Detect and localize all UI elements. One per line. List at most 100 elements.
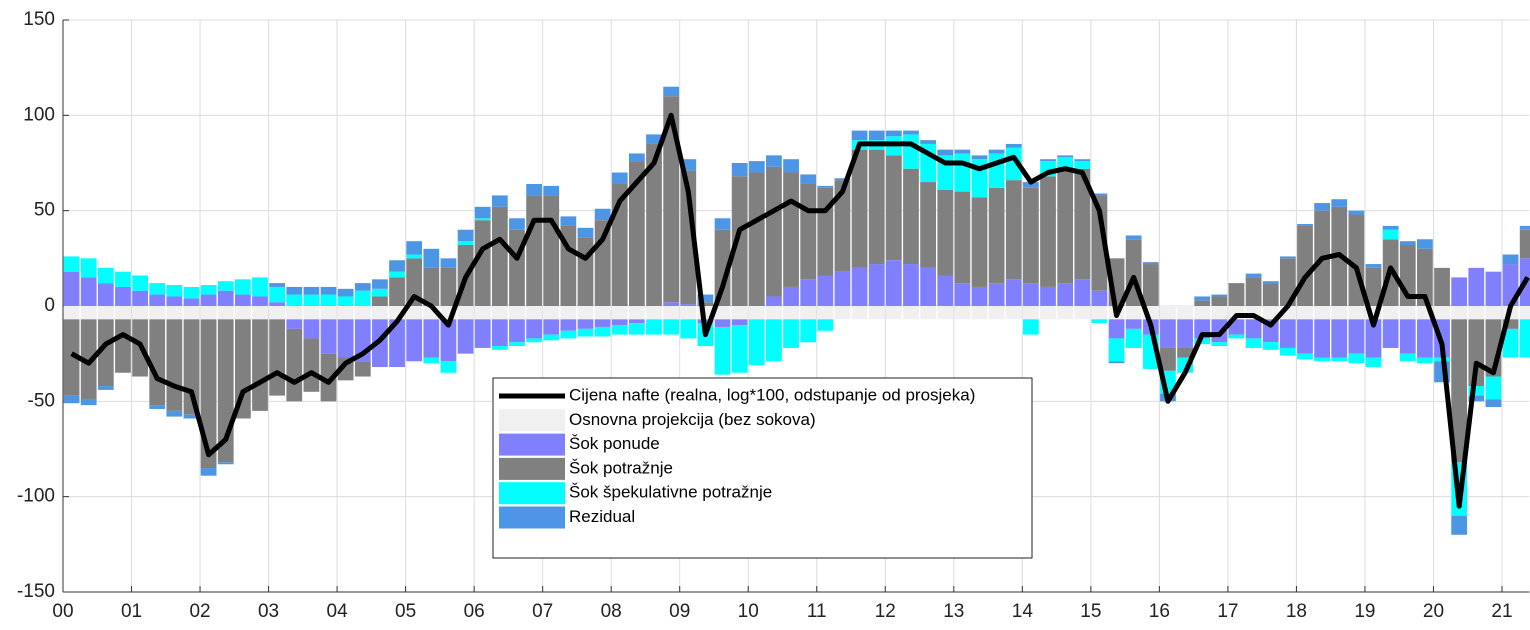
bar bbox=[663, 306, 680, 320]
bar bbox=[1091, 319, 1108, 324]
bar bbox=[80, 258, 97, 278]
bar bbox=[234, 279, 251, 295]
bar bbox=[63, 319, 80, 396]
bar bbox=[1228, 283, 1245, 306]
bar bbox=[954, 306, 971, 320]
bar bbox=[1451, 277, 1468, 306]
bar bbox=[1194, 338, 1211, 345]
legend-swatch bbox=[499, 506, 565, 529]
bar bbox=[234, 306, 251, 320]
bar bbox=[800, 183, 817, 280]
bar bbox=[971, 155, 988, 160]
x-tick-label: 19 bbox=[1354, 601, 1375, 622]
bar bbox=[354, 283, 371, 291]
bar bbox=[1314, 203, 1330, 211]
bar bbox=[1468, 319, 1485, 387]
bar bbox=[149, 405, 166, 409]
bar bbox=[988, 306, 1005, 320]
bar bbox=[851, 306, 868, 320]
bar bbox=[1108, 319, 1125, 339]
legend: Cijena nafte (realna, log*100, odstupanj… bbox=[492, 377, 1033, 559]
bar bbox=[1040, 159, 1056, 162]
x-tick-label: 21 bbox=[1491, 601, 1512, 622]
bar bbox=[868, 130, 885, 141]
bar bbox=[1451, 515, 1468, 535]
bar bbox=[1057, 157, 1074, 169]
bar bbox=[166, 285, 183, 297]
bar bbox=[1142, 262, 1159, 265]
bar bbox=[1502, 328, 1519, 358]
bar bbox=[748, 306, 765, 320]
bar bbox=[560, 216, 577, 226]
bar bbox=[834, 306, 851, 320]
bar bbox=[1468, 386, 1485, 396]
bar bbox=[1177, 347, 1193, 358]
bar bbox=[1211, 306, 1228, 320]
bar bbox=[1108, 338, 1125, 362]
bar bbox=[800, 174, 817, 184]
bar bbox=[1211, 294, 1228, 297]
bar bbox=[783, 159, 799, 173]
bar bbox=[868, 264, 885, 306]
bar bbox=[1262, 281, 1279, 284]
bar bbox=[560, 319, 577, 331]
bar bbox=[937, 149, 954, 156]
bar bbox=[1331, 199, 1348, 207]
bar bbox=[543, 334, 560, 341]
bar bbox=[1485, 376, 1502, 400]
bar bbox=[834, 271, 851, 306]
bar bbox=[937, 275, 954, 306]
bar bbox=[166, 296, 183, 306]
bar bbox=[663, 302, 680, 306]
bar bbox=[1057, 155, 1074, 158]
bar bbox=[851, 130, 868, 141]
bar bbox=[954, 283, 971, 306]
bar bbox=[1348, 210, 1365, 215]
legend-swatch bbox=[499, 409, 565, 432]
bar bbox=[320, 306, 337, 320]
bar bbox=[286, 328, 303, 402]
bar bbox=[629, 319, 645, 324]
bar bbox=[1502, 319, 1519, 329]
bar bbox=[1502, 254, 1519, 265]
legend-label: Rezidual bbox=[569, 507, 635, 526]
bar bbox=[1057, 283, 1074, 306]
bar bbox=[577, 227, 594, 238]
bar bbox=[1297, 319, 1313, 354]
bar bbox=[252, 319, 268, 411]
bar bbox=[440, 267, 457, 306]
bar bbox=[183, 286, 200, 299]
bar bbox=[509, 319, 525, 343]
bar bbox=[1314, 319, 1330, 358]
bar bbox=[1331, 357, 1348, 362]
bar bbox=[200, 468, 217, 476]
x-tick-label: 08 bbox=[601, 601, 622, 622]
bar bbox=[389, 319, 405, 368]
bar bbox=[731, 163, 748, 177]
bar bbox=[200, 285, 217, 295]
bar bbox=[320, 353, 337, 402]
bar bbox=[63, 306, 80, 320]
bar bbox=[577, 319, 594, 329]
bar bbox=[577, 328, 594, 337]
bar bbox=[1245, 319, 1262, 339]
bar bbox=[183, 414, 200, 419]
bar bbox=[457, 241, 474, 245]
bar bbox=[1382, 306, 1399, 320]
bar bbox=[97, 283, 114, 306]
bar bbox=[372, 279, 388, 289]
bar bbox=[1057, 168, 1074, 284]
bar bbox=[1074, 159, 1091, 162]
bar bbox=[337, 296, 354, 306]
bar bbox=[166, 306, 183, 320]
bar bbox=[817, 185, 834, 188]
bar bbox=[731, 319, 748, 326]
y-tick-label: -150 bbox=[17, 581, 55, 602]
bar bbox=[1262, 342, 1279, 350]
bar bbox=[1399, 353, 1416, 362]
bar bbox=[509, 218, 525, 230]
bar bbox=[115, 271, 131, 287]
bar bbox=[217, 290, 234, 306]
y-tick-label: 50 bbox=[34, 200, 55, 221]
